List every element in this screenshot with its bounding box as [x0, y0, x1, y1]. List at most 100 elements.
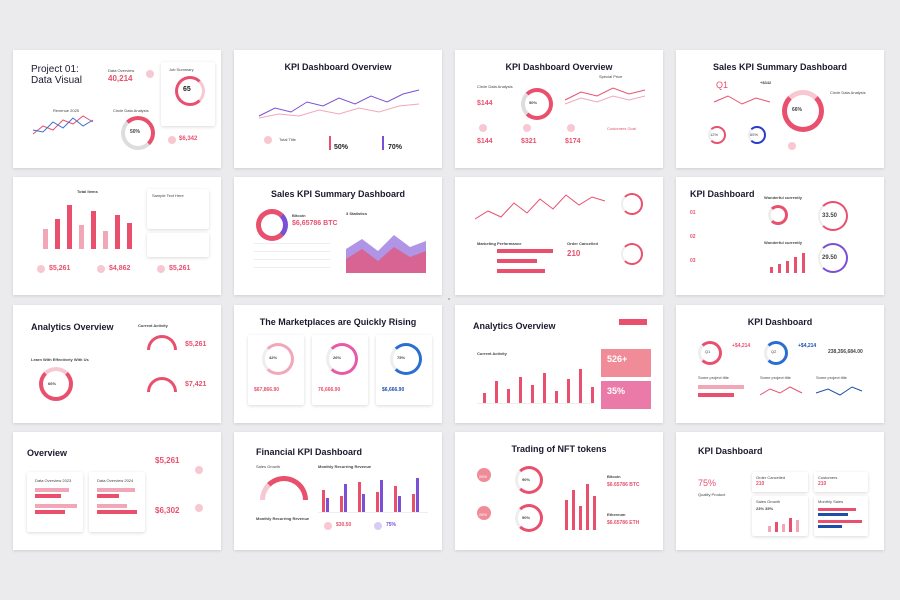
order-label: Order Cancelled	[567, 241, 598, 246]
wonderful-label-2: Wonderful currently	[764, 240, 802, 245]
ethereum-value: $6.65786 ETH	[607, 520, 640, 526]
progress-bar	[698, 385, 744, 389]
slide-title: KPI Dashboard	[747, 317, 813, 327]
current-activity-label: Current Activity	[477, 351, 507, 356]
market-card-3: 75% $6,666.90	[376, 335, 432, 405]
slide-title: Total Items	[77, 189, 98, 194]
ring-2	[515, 504, 543, 532]
kpi-value-1: 526+	[607, 354, 628, 364]
gauge-chart	[260, 476, 308, 500]
status-dot	[567, 124, 575, 132]
project-title-3: Some project title	[816, 375, 847, 380]
slide-marketing[interactable]: Marketing Performance Order Cancelled 21…	[455, 177, 663, 295]
slide-total-items[interactable]: Total Items Sample Text Here $5,261 $4,8…	[13, 177, 221, 295]
table-list	[254, 243, 330, 274]
slide-kpi-dashboard-2[interactable]: KPI Dashboard Q1 +$4,214 Q2 +$4,214 238,…	[676, 305, 884, 423]
slide-kpi-overview-1[interactable]: KPI Dashboard Overview Total Title 50% 7…	[234, 50, 442, 168]
chart-card-2: Data Overview 2024	[89, 472, 145, 532]
slide-title: KPI Dashboard	[690, 189, 755, 199]
order-label: Order Cancelled	[756, 475, 786, 480]
slide-title: Sales KPI Summary Dashboard	[712, 62, 848, 72]
slide-title: Analytics Overview	[473, 321, 556, 331]
monthly-sales-card: Monthly Sales	[814, 496, 868, 536]
h-bar	[35, 504, 77, 508]
circle-label: Circle Data Analysis	[830, 90, 866, 95]
ring-q1	[698, 341, 722, 365]
bitcoin-label: Bitcoin	[607, 474, 621, 479]
slide-kpi-dashboard-1[interactable]: KPI Dashboard 01 02 03 Wonderful current…	[676, 177, 884, 295]
ring-1	[515, 466, 543, 494]
status-dot	[479, 124, 487, 132]
project-title-2: Some project title	[760, 375, 791, 380]
gauge-1	[818, 201, 848, 231]
h-bar	[818, 508, 856, 511]
slide-analytics-overview-2[interactable]: Analytics Overview Current Activity 526+…	[455, 305, 663, 423]
donut-chart	[121, 116, 155, 150]
status-dot	[374, 522, 382, 530]
status-dot	[195, 466, 203, 474]
value-2: 75%	[386, 522, 397, 528]
slide-marketplaces[interactable]: The Marketplaces are Quickly Rising 42% …	[234, 305, 442, 423]
value-2: $144	[477, 138, 493, 145]
value-1: $5,261	[185, 341, 207, 348]
ring-2-value: 65%	[750, 132, 759, 137]
slide-financial-kpi[interactable]: Financial KPI Dashboard Sales Growth Mon…	[234, 432, 442, 550]
big-value: 238,356,684.00	[828, 349, 863, 355]
area-chart	[346, 235, 426, 273]
slide-title: KPI Dashboard	[698, 446, 763, 456]
project-title-1: Some project title	[698, 375, 729, 380]
ring-value-1: 42%	[269, 355, 278, 360]
status-dot	[157, 265, 165, 273]
marketing-label: Marketing Performance	[477, 241, 522, 246]
line-chart	[564, 87, 646, 105]
bar-chart	[563, 468, 597, 530]
slide-project-01[interactable]: Project 01: Data Visual Data Overview 40…	[13, 50, 221, 168]
slide-title: Analytics Overview	[31, 322, 114, 332]
donut-chart	[39, 367, 73, 401]
monthly-label: Monthly Recurring Revenue	[318, 464, 372, 469]
h-bar	[35, 494, 61, 498]
h-bar	[97, 504, 127, 508]
slide-overview[interactable]: Overview Data Overview 2023 Data Overvie…	[13, 432, 221, 550]
h-bar	[35, 510, 65, 514]
mini-bar-chart	[768, 251, 808, 273]
market-card-1: 42% $67,866.90	[248, 335, 304, 405]
slide-title: KPI Dashboard Overview	[505, 62, 613, 72]
item-3: 03	[690, 258, 696, 264]
item-2: 02	[690, 234, 696, 240]
order-card: Order Cancelled 210	[752, 472, 808, 492]
slide-title: Overview	[27, 448, 68, 458]
slide-sales-kpi-2[interactable]: Sales KPI Summary Dashboard Bitcoin $6,6…	[234, 177, 442, 295]
ring-1	[262, 343, 294, 375]
ethereum-label: Ethereum	[607, 512, 626, 517]
slide-kpi-overview-2[interactable]: KPI Dashboard Overview Circle Data Analy…	[455, 50, 663, 168]
gauge-value-2: 29.50	[822, 255, 838, 261]
bitcoin-label: Bitcoin	[292, 213, 306, 218]
current-activity-label: Current Activity	[138, 323, 168, 328]
gauge-2	[147, 377, 177, 392]
sales-growth-label: Sales Growth	[756, 499, 781, 504]
bitcoin-value: $6.65786 BTC	[607, 482, 640, 488]
ring-1	[708, 126, 726, 144]
wonderful-label: Wonderful currently	[764, 195, 802, 200]
ring-3	[390, 343, 422, 375]
slide-nft-tokens[interactable]: Trading of NFT tokens 26% 90% 26% 90% Bi…	[455, 432, 663, 550]
chart-card-1: Data Overview 2023	[27, 472, 83, 532]
revenue-label: Revenue 2025	[53, 108, 80, 113]
badge-1	[477, 468, 491, 482]
toggle-button[interactable]	[619, 319, 647, 325]
line-chart	[713, 95, 771, 105]
grouped-bar-chart	[318, 472, 428, 513]
slide-sales-kpi-summary[interactable]: Sales KPI Summary Dashboard Q1 +$342 66%…	[676, 50, 884, 168]
value-1: $30.50	[336, 522, 352, 528]
value-1: $144	[477, 100, 493, 107]
sample-card: Sample Text Here	[147, 189, 209, 229]
kpi-top: +$342	[760, 80, 772, 85]
gauge-value-1: 33.50	[822, 213, 838, 219]
sales-growth-label: Sales Growth	[256, 464, 281, 469]
slide-analytics-overview-1[interactable]: Analytics Overview Current Activity Lear…	[13, 305, 221, 423]
slide-kpi-dashboard-3[interactable]: KPI Dashboard 75% Quality Product Order …	[676, 432, 884, 550]
divider-dot	[448, 298, 450, 300]
q2-value: +$4,214	[798, 343, 817, 349]
ring-2	[748, 126, 766, 144]
